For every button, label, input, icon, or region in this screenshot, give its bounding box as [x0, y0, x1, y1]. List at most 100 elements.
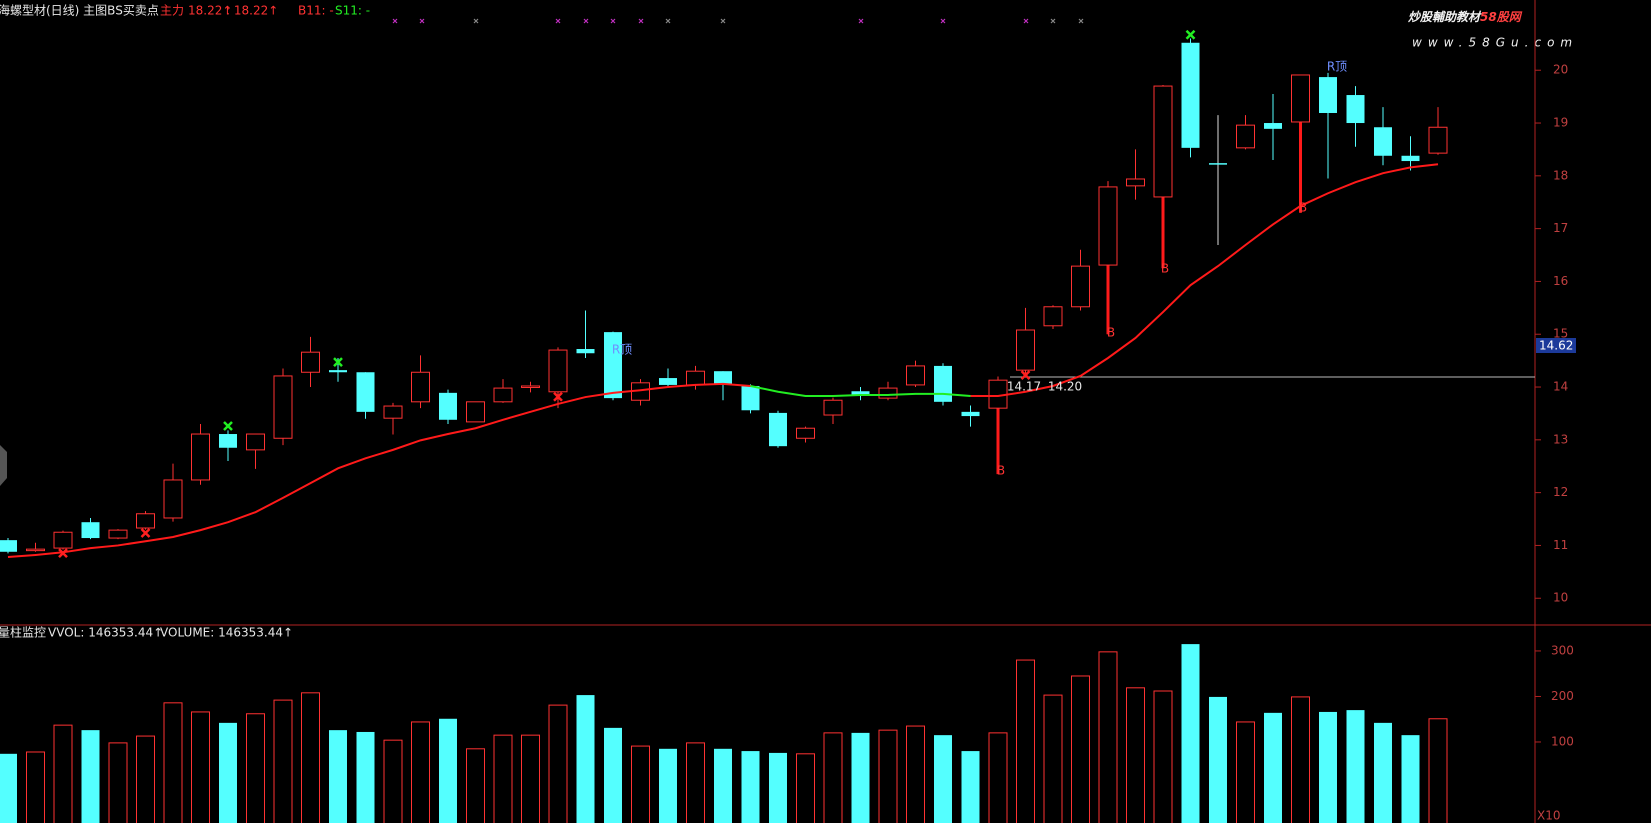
- annotation: B: [997, 464, 1005, 478]
- y-tick-label: 200: [1551, 689, 1574, 703]
- candle-body: [1428, 126, 1448, 154]
- volume-bar: [521, 734, 540, 823]
- volume-bar: [1126, 687, 1145, 823]
- y-tick-label: 16: [1553, 274, 1568, 288]
- annotation: 14.17: [1007, 380, 1041, 394]
- price-marker: 14.62: [1539, 339, 1573, 353]
- candle-body: [1016, 329, 1035, 371]
- volume-bar: [1016, 659, 1035, 823]
- volume-bar: [411, 721, 430, 823]
- candle-body: [53, 531, 73, 549]
- candle-body: [714, 371, 732, 385]
- volume-bar: [686, 742, 705, 823]
- volume-bar: [356, 731, 375, 823]
- candle-body: [1098, 186, 1118, 266]
- candle-body: [934, 365, 952, 402]
- top-marker: [1050, 18, 1056, 24]
- volume-bar: [81, 730, 100, 823]
- signal-marker: [140, 528, 151, 538]
- candle-body: [273, 375, 293, 439]
- y-tick-label: 11: [1553, 538, 1568, 552]
- volume-bar: [659, 748, 677, 823]
- volume-bar: [906, 725, 925, 823]
- candle-body: [1126, 178, 1145, 187]
- watermark-text: 炒股輔助教材: [1407, 10, 1482, 24]
- candle-body: [246, 433, 265, 451]
- volume-bar: [714, 748, 732, 823]
- candle-body: [1043, 306, 1063, 327]
- chart-title: 海螺型材(日线) 主图BS买卖点: [0, 3, 159, 18]
- volume-bar: [823, 732, 843, 823]
- candle-body: [878, 387, 898, 399]
- volume-bar: [219, 722, 237, 823]
- y-tick-label: 20: [1553, 63, 1568, 77]
- top-marker: [665, 18, 671, 24]
- candle-body: [163, 479, 183, 519]
- candle-body: [356, 372, 375, 412]
- candle-body: [741, 385, 760, 411]
- y-tick-label: 100: [1551, 734, 1574, 748]
- candle-body: [1181, 42, 1200, 148]
- volume-bar: [108, 742, 128, 823]
- annotation: R顶: [612, 343, 632, 357]
- candle-body: [1071, 265, 1090, 308]
- volume-legend: VVOL: 146353.44↑: [48, 626, 163, 640]
- volume-bar: [383, 739, 403, 823]
- volume-bar: [191, 711, 210, 823]
- signal-marker: [223, 421, 233, 431]
- candle-body: [136, 513, 155, 529]
- candle-body: [219, 434, 237, 448]
- side-handle: [0, 445, 7, 486]
- signal-marker: [333, 357, 343, 368]
- volume-bar: [548, 704, 568, 823]
- legend-value: B11: -: [298, 4, 334, 18]
- candle-body: [604, 332, 622, 399]
- candle-body: [686, 370, 705, 386]
- volume-bar: [1209, 696, 1227, 823]
- top-marker: [583, 18, 589, 24]
- candle-body: [411, 371, 430, 403]
- volume-bar: [1428, 718, 1448, 823]
- volume-bar: [26, 751, 45, 823]
- annotation: B: [1161, 262, 1169, 276]
- candle-body: [466, 401, 485, 423]
- indicator-line: [750, 384, 971, 398]
- candle-body: [823, 399, 843, 416]
- signal-marker: [1185, 29, 1196, 40]
- volume-bar: [246, 713, 265, 823]
- volume-bar: [1236, 721, 1255, 823]
- price-marker-box: [1536, 338, 1576, 353]
- candle-body: [1209, 163, 1227, 165]
- annotation: B: [1107, 326, 1115, 340]
- volume-bar: [741, 751, 760, 823]
- candle-body: [576, 349, 595, 354]
- y-tick-label: 10: [1553, 591, 1568, 605]
- volume-bar: [0, 753, 17, 823]
- annotation: 14.20: [1048, 380, 1082, 394]
- top-marker: [638, 18, 644, 24]
- top-marker: [940, 18, 946, 24]
- y-tick-label: 15: [1553, 327, 1568, 341]
- watermark: 炒股輔助教材58股网: [1407, 10, 1523, 24]
- candle-body: [906, 365, 925, 386]
- volume-bar: [1291, 696, 1310, 823]
- legend-value: 18.22↑: [188, 4, 232, 18]
- candle-body: [329, 370, 347, 373]
- volume-bar: [769, 752, 787, 823]
- top-marker: [555, 18, 561, 24]
- volume-bar: [301, 692, 320, 823]
- legend-value: : 18.22↑: [226, 4, 278, 18]
- candle-body: [961, 411, 980, 417]
- volume-bar: [851, 732, 870, 823]
- volume-bar: [493, 734, 513, 823]
- volume-legend: VOLUME: 146353.44↑: [160, 626, 293, 640]
- candle-body: [1346, 95, 1365, 124]
- legend-label: 主力: [160, 4, 184, 18]
- volume-unit: X10: [1537, 809, 1561, 823]
- candle-body: [1374, 127, 1392, 156]
- volume-bar: [934, 735, 952, 823]
- candle-body: [851, 391, 870, 395]
- signal-marker: [553, 391, 563, 402]
- top-marker: [610, 18, 616, 24]
- volume-bar: [961, 751, 980, 823]
